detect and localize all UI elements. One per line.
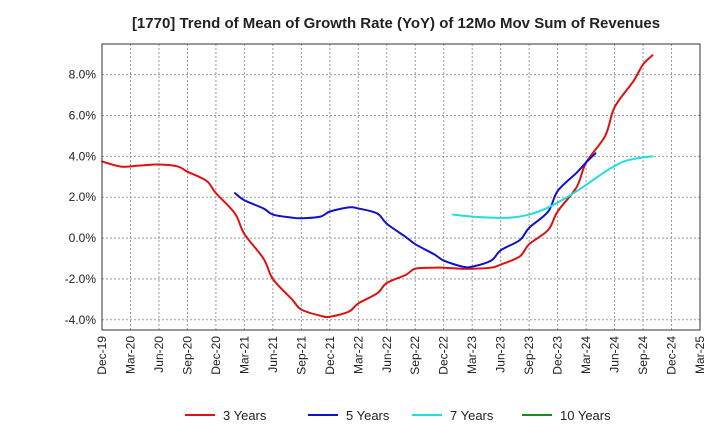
- x-tick-label: Sep-22: [408, 336, 422, 375]
- x-tick-label: Mar-22: [351, 336, 365, 374]
- x-tick-label: Dec-24: [665, 336, 679, 375]
- series-line-7-years: [453, 156, 652, 218]
- x-tick-label: Dec-23: [551, 336, 565, 375]
- x-tick-label: Dec-19: [95, 336, 109, 375]
- grid-lines: [102, 44, 700, 330]
- series-lines: [102, 55, 652, 317]
- legend-label: 7 Years: [450, 408, 494, 423]
- x-tick-label: Mar-20: [123, 336, 137, 374]
- x-tick-label: Jun-22: [380, 336, 394, 373]
- x-tick-label: Dec-22: [437, 336, 451, 375]
- legend-label: 10 Years: [560, 408, 611, 423]
- plot-frame: [102, 44, 700, 330]
- x-tick-label: Dec-20: [209, 336, 223, 375]
- y-tick-label: 2.0%: [69, 190, 97, 204]
- x-tick-label: Mar-24: [579, 336, 593, 374]
- x-tick-label: Mar-25: [693, 336, 707, 374]
- x-tick-label: Jun-23: [494, 336, 508, 373]
- x-tick-label: Mar-21: [237, 336, 251, 374]
- x-tick-label: Sep-21: [294, 336, 308, 375]
- legend: 3 Years 5 Years 7 Years 10 Years: [185, 408, 611, 423]
- chart: [1770] Trend of Mean of Growth Rate (YoY…: [0, 0, 720, 440]
- x-axis-ticks: Dec-19 Mar-20 Jun-20 Sep-20 Dec-20 Mar-21 Jun-…: [95, 336, 707, 375]
- y-tick-label: -4.0%: [65, 313, 97, 327]
- x-tick-label: Jun-20: [152, 336, 166, 373]
- legend-label: 5 Years: [346, 408, 390, 423]
- chart-title: [1770] Trend of Mean of Growth Rate (YoY…: [132, 15, 660, 32]
- y-tick-label: 0.0%: [69, 231, 97, 245]
- y-tick-label: -2.0%: [65, 272, 97, 286]
- x-tick-label: Sep-20: [180, 336, 194, 375]
- series-line-3-years: [102, 55, 652, 317]
- x-tick-label: Sep-24: [636, 336, 650, 375]
- y-tick-label: 6.0%: [69, 109, 97, 123]
- x-tick-label: Sep-23: [522, 336, 536, 375]
- y-axis-ticks: -4.0% -2.0% 0.0% 2.0% 4.0% 6.0% 8.0%: [65, 68, 97, 327]
- x-tick-label: Jun-24: [608, 336, 622, 373]
- legend-label: 3 Years: [223, 408, 267, 423]
- y-tick-label: 4.0%: [69, 149, 97, 163]
- x-tick-label: Dec-21: [323, 336, 337, 375]
- x-tick-label: Mar-23: [465, 336, 479, 374]
- y-tick-label: 8.0%: [69, 68, 97, 82]
- x-tick-label: Jun-21: [266, 336, 280, 373]
